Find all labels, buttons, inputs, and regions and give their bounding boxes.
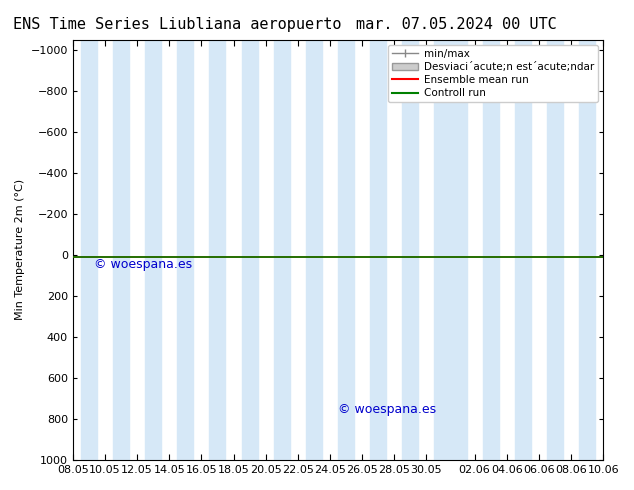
Bar [145,40,161,460]
Bar [515,40,531,460]
Bar [274,40,290,460]
Bar [579,40,595,460]
Bar [178,40,193,460]
Text: mar. 07.05.2024 00 UTC: mar. 07.05.2024 00 UTC [356,17,557,32]
Bar [209,40,226,460]
Bar [338,40,354,460]
Bar [403,40,418,460]
Bar [113,40,129,460]
Legend: min/max, Desviaci´acute;n est´acute;ndar, Ensemble mean run, Controll run: min/max, Desviaci´acute;n est´acute;ndar… [388,45,598,102]
Text: © woespana.es: © woespana.es [94,258,192,271]
Text: ENS Time Series Liubliana aeropuerto: ENS Time Series Liubliana aeropuerto [13,17,342,32]
Bar [370,40,386,460]
Bar [434,40,451,460]
Bar [306,40,322,460]
Bar [451,40,467,460]
Text: © woespana.es: © woespana.es [338,403,436,416]
Y-axis label: Min Temperature 2m (°C): Min Temperature 2m (°C) [15,179,25,320]
Bar [242,40,257,460]
Bar [482,40,499,460]
Bar [547,40,563,460]
Bar [81,40,97,460]
